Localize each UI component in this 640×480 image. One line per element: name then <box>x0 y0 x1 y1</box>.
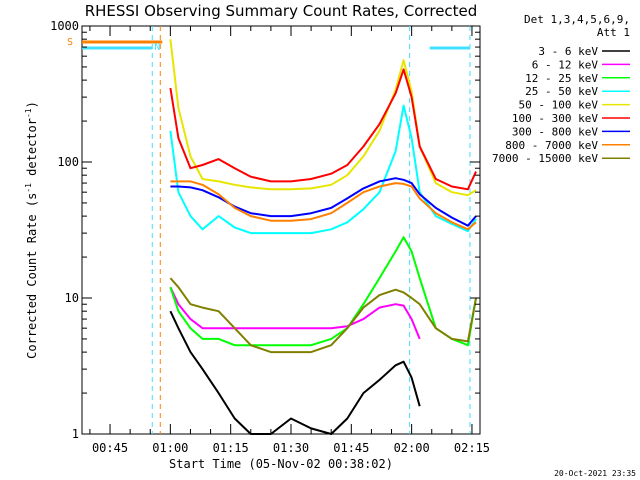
x-tick-label: 01:15 <box>213 441 249 455</box>
x-tick-label: 02:00 <box>394 441 430 455</box>
y-tick-label: 1000 <box>50 19 79 33</box>
y-axis-title: Corrected Count Rate (s-1 detector-1) <box>24 101 39 359</box>
y-axis-label-base: Corrected Count Rate (s <box>25 193 39 359</box>
series-line-7000-15000-kev-kev <box>169 277 477 354</box>
chart-title: RHESSI Observing Summary Count Rates, Co… <box>85 2 478 20</box>
legend-header-line-2: Att 1 <box>597 26 630 39</box>
series-line-6-12-kev-kev <box>169 286 421 340</box>
legend-label-800-7000-kev: 800 - 7000 keV <box>505 139 598 152</box>
x-tick-label: 01:45 <box>333 441 369 455</box>
legend-label-25-50-kev: 25 - 50 keV <box>525 85 598 98</box>
series-line-3-6-kev-kev <box>169 310 421 435</box>
plot-frame <box>81 25 481 435</box>
y-axis-label-end: ) <box>25 101 39 108</box>
legend-header-line-1: Det 1,3,4,5,6,9, <box>524 13 630 26</box>
x-axis-title: Start Time (05-Nov-02 00:38:02) <box>169 457 393 471</box>
attenuator-label: S <box>67 37 73 48</box>
y-axis-label-mid: detector <box>25 118 39 183</box>
series-line-12-25-kev-kev <box>169 236 477 347</box>
legend-label-3-6-kev: 3 - 6 keV <box>538 45 598 58</box>
legend-label-6-12-kev: 6 - 12 keV <box>532 58 599 71</box>
y-axis-label-sup2: -1 <box>24 108 33 118</box>
series-line-50-100-kev-kev <box>169 39 477 197</box>
x-tick-label: 00:45 <box>92 441 128 455</box>
series-line-300-800-kev-kev <box>170 177 477 227</box>
series-line-25-50-kev-kev <box>169 104 477 235</box>
footer-date: 20-Oct-2021 23:35 <box>554 469 636 478</box>
y-axis-label-sup1: -1 <box>24 183 33 193</box>
series-layer <box>169 39 477 435</box>
x-tick-label: 01:00 <box>152 441 188 455</box>
x-tick-label: 01:30 <box>273 441 309 455</box>
series-line-800-7000-kev-kev <box>170 180 477 231</box>
legend-label-100-300-kev: 100 - 300 keV <box>512 112 598 125</box>
series-line-100-300-kev-kev <box>169 68 477 191</box>
axis-ticks: 1 10 100 1000 00:45 01:00 01:15 01:30 01:45 02:00… <box>50 19 490 455</box>
legend-label-12-25-kev: 12 - 25 keV <box>525 72 598 85</box>
y-tick-label: 10 <box>65 291 79 305</box>
legend-label-300-800-kev: 300 - 800 keV <box>512 125 598 138</box>
y-tick-label: 1 <box>72 427 79 441</box>
svg-text:Corrected Count Rate (s-1 dete: Corrected Count Rate (s-1 detector-1) <box>24 101 39 359</box>
x-tick-label: 02:15 <box>454 441 490 455</box>
saa-label: N <box>154 42 160 53</box>
legend-label-50-100-kev: 50 - 100 keV <box>519 99 599 112</box>
y-tick-label: 100 <box>57 155 79 169</box>
legend-label-7000-15000-kev: 7000 - 15000 keV <box>492 152 598 165</box>
